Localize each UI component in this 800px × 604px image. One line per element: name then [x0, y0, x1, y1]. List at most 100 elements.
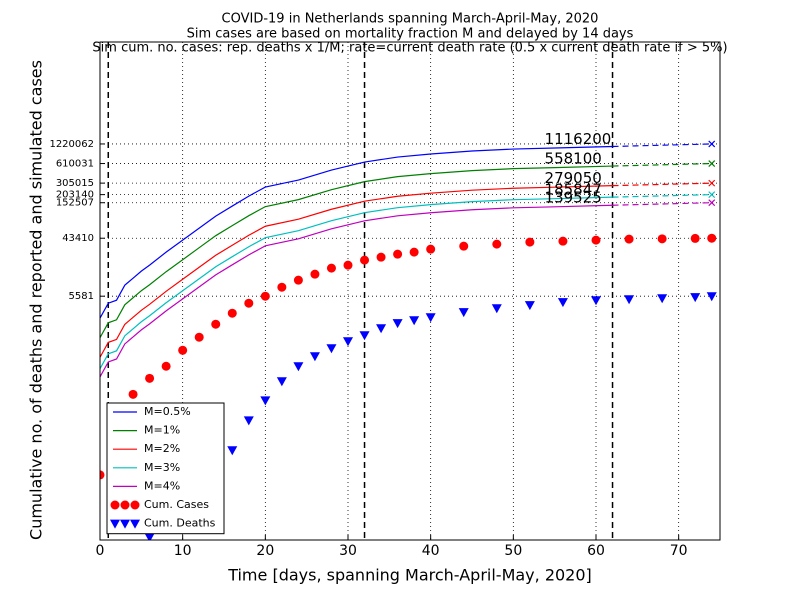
- marker: [492, 239, 502, 249]
- series-line: [100, 165, 613, 339]
- marker: [326, 263, 336, 273]
- legend-label: M=2%: [144, 442, 180, 455]
- x-tick-label: 0: [96, 543, 105, 559]
- y-tick-label: 610031: [56, 159, 94, 170]
- y-tick-label: 305015: [56, 178, 94, 189]
- marker: [657, 294, 668, 304]
- marker: [310, 269, 320, 279]
- marker: [706, 292, 717, 302]
- x-tick-label: 40: [422, 543, 440, 559]
- marker: [211, 319, 221, 329]
- marker: [343, 260, 353, 270]
- projection-line: [612, 182, 712, 187]
- annotation: 279050: [545, 169, 602, 187]
- legend-label: M=1%: [144, 424, 180, 437]
- marker: [491, 304, 502, 314]
- marker: [690, 233, 700, 243]
- legend-swatch: [120, 500, 130, 510]
- y-tick-label: 152507: [56, 198, 94, 209]
- marker: [343, 337, 353, 347]
- y-tick-label: 203140: [56, 190, 94, 201]
- series-line: [100, 145, 613, 319]
- marker: [293, 275, 303, 285]
- chart-title: Sim cases are based on mortality fractio…: [187, 27, 634, 42]
- marker: [260, 396, 271, 406]
- x-tick-label: 10: [174, 543, 192, 559]
- legend-swatch: [110, 519, 120, 529]
- marker: [128, 389, 138, 399]
- marker: [624, 295, 635, 305]
- marker: [260, 291, 270, 301]
- x-tick-label: 20: [256, 543, 274, 559]
- x-tick-label: 30: [339, 543, 357, 559]
- legend-swatch: [110, 500, 120, 510]
- x-tick-label: 70: [670, 543, 688, 559]
- legend-label: Cum. Deaths: [144, 517, 216, 530]
- annotation: 185847: [545, 181, 602, 199]
- marker: [525, 237, 535, 247]
- marker: [227, 446, 238, 456]
- marker: [458, 308, 469, 318]
- marker: [393, 249, 403, 259]
- projection-line: [612, 162, 712, 167]
- marker: [194, 332, 204, 342]
- marker: [409, 247, 419, 257]
- y-tick-label: 43410: [62, 233, 94, 244]
- series-line: [100, 196, 613, 370]
- x-tick-label: 50: [504, 543, 522, 559]
- series-line: [100, 185, 613, 358]
- annotation: 558100: [545, 150, 602, 168]
- marker: [178, 345, 188, 355]
- marker: [376, 324, 387, 334]
- marker: [145, 373, 155, 383]
- marker: [657, 234, 667, 244]
- projection-marker: [708, 140, 716, 148]
- marker: [392, 319, 403, 329]
- marker: [244, 298, 254, 308]
- marker: [360, 255, 370, 265]
- marker: [309, 352, 320, 362]
- marker: [624, 234, 634, 244]
- marker: [100, 470, 105, 480]
- marker: [557, 298, 568, 308]
- projection-line: [612, 194, 712, 198]
- legend-label: M=4%: [144, 479, 180, 492]
- marker: [558, 236, 568, 246]
- y-tick-label: 5581: [69, 291, 94, 302]
- marker: [276, 377, 287, 387]
- marker: [161, 361, 171, 371]
- marker: [144, 533, 155, 540]
- chart-title: COVID-19 in Netherlands spanning March-A…: [222, 12, 599, 27]
- legend-swatch: [130, 519, 140, 529]
- plot-layer: [100, 140, 717, 540]
- marker: [293, 362, 304, 372]
- marker: [425, 313, 436, 323]
- projection-marker: [708, 179, 716, 187]
- marker: [426, 244, 436, 254]
- y-tick-label: 1220062: [49, 139, 94, 150]
- marker: [524, 301, 535, 311]
- marker: [277, 282, 287, 292]
- x-tick-label: 60: [587, 543, 605, 559]
- y-axis-label: Cumulative no. of deaths and reported an…: [27, 60, 46, 540]
- legend-label: M=0.5%: [144, 405, 191, 418]
- annotation: 1116200: [545, 130, 612, 148]
- marker: [359, 331, 370, 341]
- projection-line: [612, 143, 712, 148]
- x-axis-label: Time [days, spanning March-April-May, 20…: [227, 566, 592, 585]
- legend-label: M=3%: [144, 461, 180, 474]
- series-line: [100, 204, 613, 378]
- legend-swatch: [130, 500, 140, 510]
- plot-frame: [99, 41, 721, 541]
- chart-title: Sim cum. no. cases: rep. deaths x 1/M; r…: [92, 41, 727, 56]
- marker: [690, 293, 701, 303]
- projection-marker: [708, 160, 716, 167]
- legend-swatch: [120, 519, 130, 529]
- marker: [591, 235, 601, 245]
- legend-label: Cum. Cases: [144, 498, 209, 511]
- marker: [376, 252, 386, 262]
- marker: [707, 233, 717, 243]
- marker: [459, 241, 469, 251]
- projection-marker: [708, 191, 716, 199]
